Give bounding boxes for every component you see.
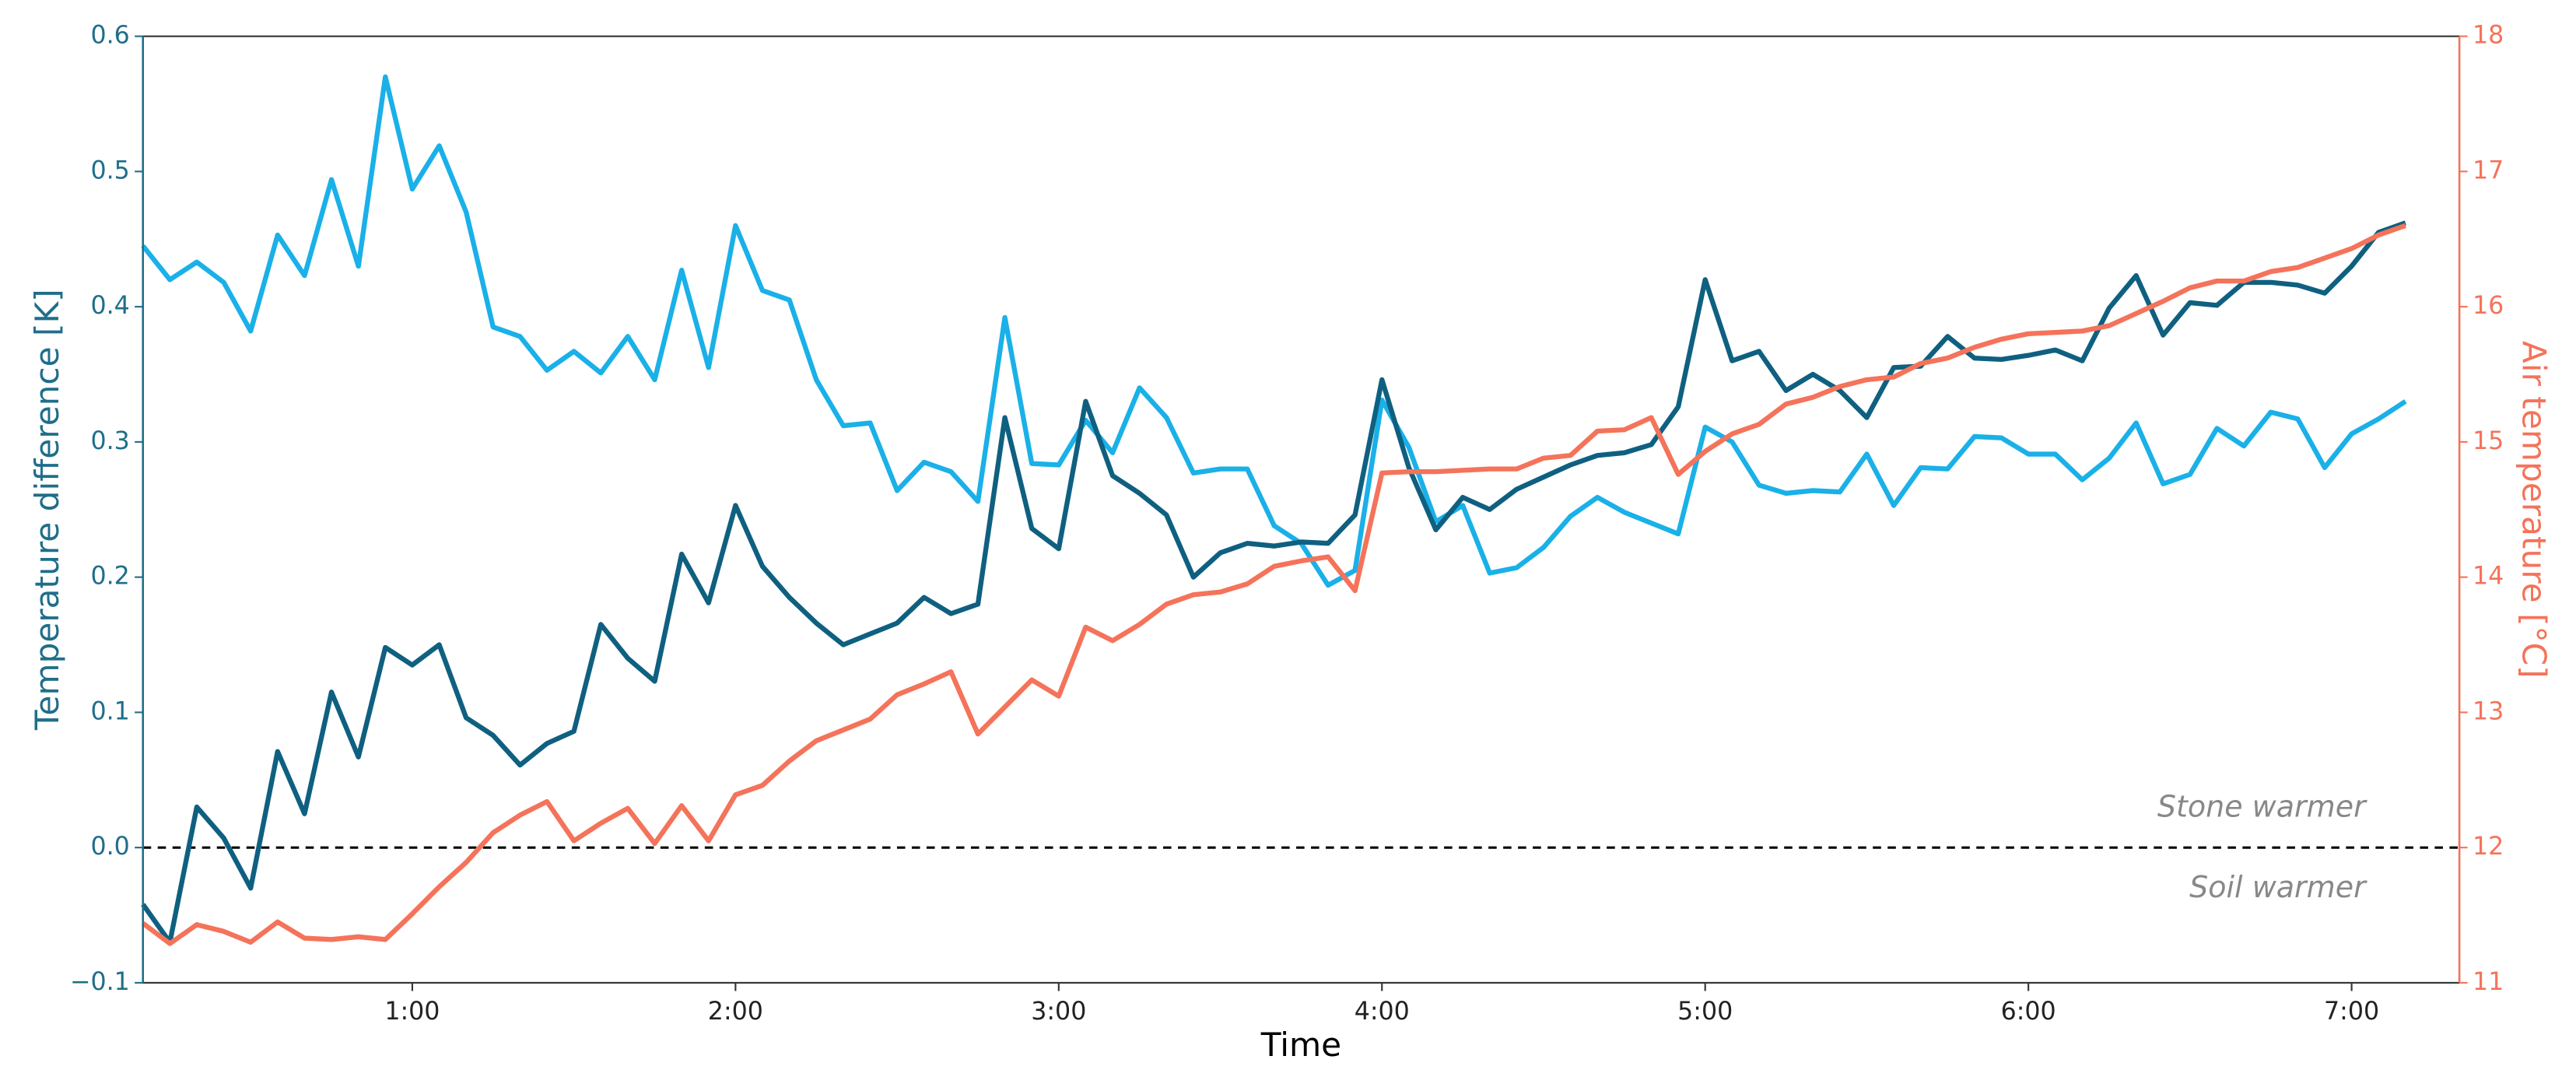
y2-tick-label: 16 [2473,292,2504,320]
y2-axis-label: Air temperature [°C] [2515,341,2553,679]
y-tick-label: 0.2 [90,563,129,591]
y-tick-label: −0.1 [70,968,130,996]
data-line [141,223,2406,946]
y-tick-label: 0.4 [90,292,129,320]
y-axis-label: Temperature difference [K] [28,289,66,731]
y-tick-label: 0.6 [90,22,129,50]
annotation: Soil warmer [2189,870,2367,904]
x-tick-label: 6:00 [2001,998,2056,1026]
data-line [141,220,2406,945]
annotation: Stone warmer [2157,790,2367,824]
y2-tick-label: 18 [2473,22,2504,50]
y2-tick-label: 15 [2473,427,2504,455]
y-tick-label: 0.5 [90,156,129,184]
x-tick-label: 5:00 [1677,998,1733,1026]
y2-tick-label: 11 [2473,968,2504,996]
x-tick-label: 3:00 [1031,998,1086,1026]
x-tick-label: 1:00 [384,998,440,1026]
y-tick-label: 0.0 [90,833,129,861]
data-line [141,74,2407,588]
y2-tick-label: 13 [2473,697,2504,725]
y2-tick-label: 12 [2473,833,2504,861]
y2-tick-label: 14 [2473,563,2504,591]
y2-tick-label: 17 [2473,156,2504,184]
y-tick-label: 0.3 [90,427,129,455]
y-tick-label: 0.1 [90,697,129,725]
x-tick-label: 4:00 [1355,998,1410,1026]
x-axis-label: Time [1260,1026,1341,1064]
x-tick-label: 7:00 [2324,998,2379,1026]
x-tick-label: 2:00 [708,998,763,1026]
